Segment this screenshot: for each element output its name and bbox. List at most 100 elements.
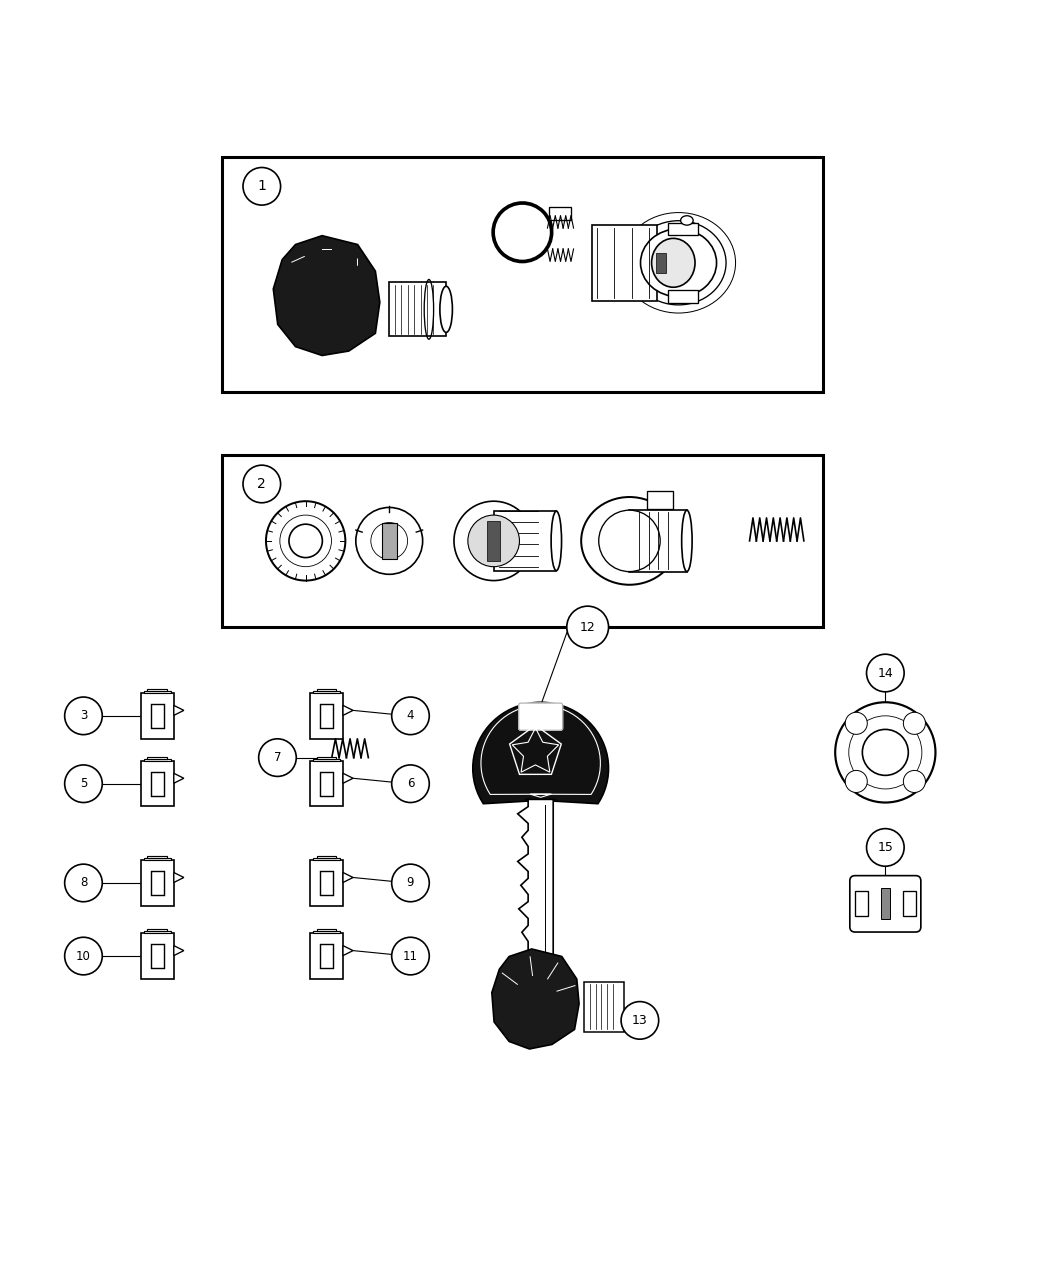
Bar	[151, 945, 164, 968]
Bar	[382, 523, 397, 560]
Bar	[313, 858, 340, 861]
Bar	[147, 688, 167, 691]
Circle shape	[845, 713, 867, 734]
Bar	[141, 694, 174, 738]
Bar	[494, 511, 556, 571]
Text: 10: 10	[76, 950, 91, 963]
Text: 9: 9	[406, 876, 415, 890]
Bar	[317, 756, 336, 759]
Circle shape	[622, 1002, 658, 1039]
Bar	[144, 691, 171, 694]
Circle shape	[243, 465, 280, 502]
Ellipse shape	[640, 228, 716, 297]
Circle shape	[266, 501, 345, 580]
Circle shape	[903, 770, 925, 793]
Bar	[141, 861, 174, 905]
FancyBboxPatch shape	[849, 876, 921, 932]
Bar	[591, 224, 657, 301]
Bar	[655, 252, 666, 273]
Bar	[310, 861, 343, 905]
Bar	[629, 510, 687, 571]
Bar	[903, 891, 916, 917]
Bar	[147, 856, 167, 858]
Bar	[141, 933, 174, 979]
Polygon shape	[343, 773, 353, 783]
Bar	[855, 891, 867, 917]
Bar	[668, 291, 697, 302]
Bar	[647, 491, 673, 509]
Bar	[313, 691, 340, 694]
Bar	[223, 455, 822, 627]
Circle shape	[65, 937, 102, 975]
Bar	[151, 704, 164, 728]
Circle shape	[468, 515, 520, 566]
Text: 12: 12	[580, 621, 595, 634]
Circle shape	[392, 864, 429, 901]
Polygon shape	[174, 773, 184, 783]
Bar	[144, 931, 171, 933]
Ellipse shape	[652, 238, 695, 287]
Bar	[151, 771, 164, 796]
Text: 8: 8	[80, 876, 87, 890]
Ellipse shape	[598, 510, 660, 571]
Bar	[881, 889, 889, 919]
Polygon shape	[174, 946, 184, 955]
Polygon shape	[472, 703, 609, 805]
Bar	[310, 694, 343, 738]
Text: 5: 5	[80, 778, 87, 790]
Circle shape	[392, 697, 429, 734]
Bar	[584, 982, 624, 1031]
Bar	[147, 929, 167, 931]
Circle shape	[243, 167, 280, 205]
Circle shape	[392, 765, 429, 802]
Polygon shape	[174, 705, 184, 715]
Circle shape	[866, 654, 904, 692]
Bar	[320, 871, 333, 895]
Circle shape	[65, 697, 102, 734]
Ellipse shape	[440, 287, 453, 333]
Bar	[223, 157, 822, 391]
Bar	[320, 945, 333, 968]
Bar	[320, 704, 333, 728]
Bar	[141, 761, 174, 807]
Bar	[320, 771, 333, 796]
Bar	[310, 761, 343, 807]
Bar	[317, 856, 336, 858]
Text: 6: 6	[406, 778, 415, 790]
Text: 1: 1	[257, 180, 267, 194]
Bar	[310, 933, 343, 979]
Bar	[317, 688, 336, 691]
Bar	[151, 871, 164, 895]
Circle shape	[845, 770, 867, 793]
Circle shape	[567, 606, 609, 648]
Polygon shape	[343, 946, 353, 955]
Polygon shape	[343, 872, 353, 882]
Circle shape	[866, 829, 904, 866]
FancyBboxPatch shape	[519, 703, 563, 731]
Circle shape	[258, 738, 296, 776]
Text: 15: 15	[878, 842, 894, 854]
Polygon shape	[518, 799, 553, 972]
Bar	[668, 223, 697, 236]
Ellipse shape	[454, 501, 533, 580]
Circle shape	[835, 703, 936, 802]
Ellipse shape	[622, 213, 736, 314]
Circle shape	[903, 713, 925, 734]
Polygon shape	[174, 872, 184, 882]
Circle shape	[862, 729, 908, 775]
Text: 4: 4	[406, 709, 415, 723]
Ellipse shape	[680, 215, 693, 226]
Circle shape	[356, 507, 423, 574]
Ellipse shape	[631, 221, 726, 305]
Bar	[548, 208, 571, 219]
Bar	[388, 282, 446, 337]
Circle shape	[65, 765, 102, 802]
Bar	[317, 929, 336, 931]
Bar	[487, 521, 500, 561]
Polygon shape	[273, 236, 380, 356]
Bar	[313, 931, 340, 933]
Bar	[144, 759, 171, 761]
Text: 11: 11	[403, 950, 418, 963]
Bar	[313, 759, 340, 761]
Bar	[144, 858, 171, 861]
